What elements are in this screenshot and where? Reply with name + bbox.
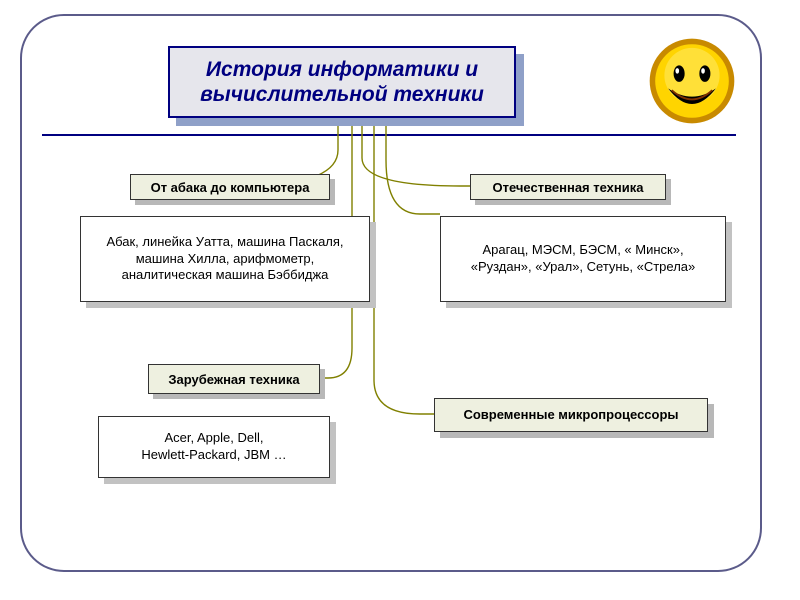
title-underline: [42, 134, 736, 136]
diagram-canvas: История информатики и вычислительной тех…: [0, 0, 800, 600]
label-foreign-tech: Зарубежная техника: [148, 364, 320, 394]
box-foreign-body: Acer, Apple, Dell, Hewlett-Packard, JBM …: [98, 416, 330, 478]
label-domestic-tech: Отечественная техника: [470, 174, 666, 200]
main-title-text: История информатики и вычислительной тех…: [168, 46, 516, 118]
box-domestic-text: Арагац, МЭСМ, БЭСМ, « Минск», «Руздан», …: [440, 216, 726, 302]
smiley-icon: [646, 35, 738, 127]
box-microprocessors: Современные микропроцессоры: [434, 398, 708, 432]
label-abak-text: От абака до компьютера: [130, 174, 330, 200]
box-foreign-text: Acer, Apple, Dell, Hewlett-Packard, JBM …: [98, 416, 330, 478]
box-domestic-body: Арагац, МЭСМ, БЭСМ, « Минск», «Руздан», …: [440, 216, 726, 302]
label-domestic-text: Отечественная техника: [470, 174, 666, 200]
box-abak-body: Абак, линейка Уатта, машина Паскаля, маш…: [80, 216, 370, 302]
box-micro-text: Современные микропроцессоры: [434, 398, 708, 432]
label-foreign-text: Зарубежная техника: [148, 364, 320, 394]
main-title-box: История информатики и вычислительной тех…: [168, 46, 516, 118]
label-abak-to-computer: От абака до компьютера: [130, 174, 330, 200]
box-abak-text: Абак, линейка Уатта, машина Паскаля, маш…: [80, 216, 370, 302]
